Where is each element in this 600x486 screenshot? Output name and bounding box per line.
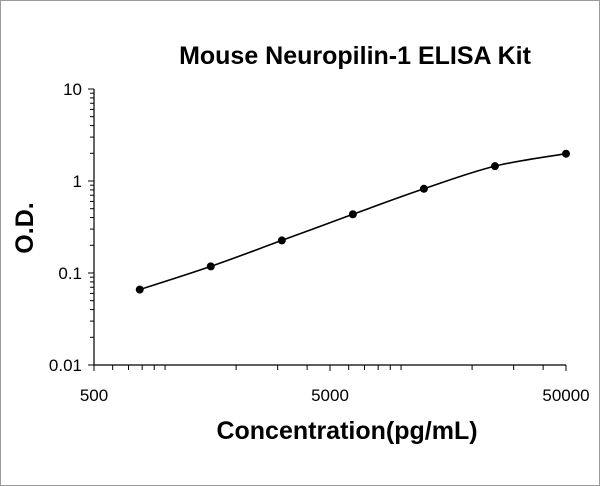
- ticks: [88, 88, 567, 371]
- data-points: [135, 149, 570, 294]
- data-point: [562, 149, 570, 158]
- data-point: [348, 210, 357, 219]
- data-point: [135, 285, 144, 294]
- data-point: [419, 184, 428, 193]
- y-tick-label: 10: [63, 80, 82, 99]
- fitted-curve: [139, 152, 567, 291]
- tick-labels: 0.01 0.1 1 10 500 5000 50000: [49, 80, 590, 405]
- x-tick-label: 5000: [311, 386, 349, 405]
- y-tick-label: 0.01: [49, 356, 82, 375]
- data-point: [277, 236, 286, 245]
- data-point: [490, 162, 499, 171]
- y-tick-label: 0.1: [58, 264, 82, 283]
- y-tick-label: 1: [73, 172, 82, 191]
- x-tick-label: 500: [80, 386, 108, 405]
- chart-title: Mouse Neuropilin-1 ELISA Kit: [179, 42, 532, 70]
- axes: [93, 89, 566, 366]
- x-axis-title: Concentration(pg/mL): [216, 417, 477, 445]
- data-point: [206, 262, 215, 271]
- y-axis-title: O.D.: [11, 202, 39, 253]
- x-tick-label: 50000: [542, 386, 589, 405]
